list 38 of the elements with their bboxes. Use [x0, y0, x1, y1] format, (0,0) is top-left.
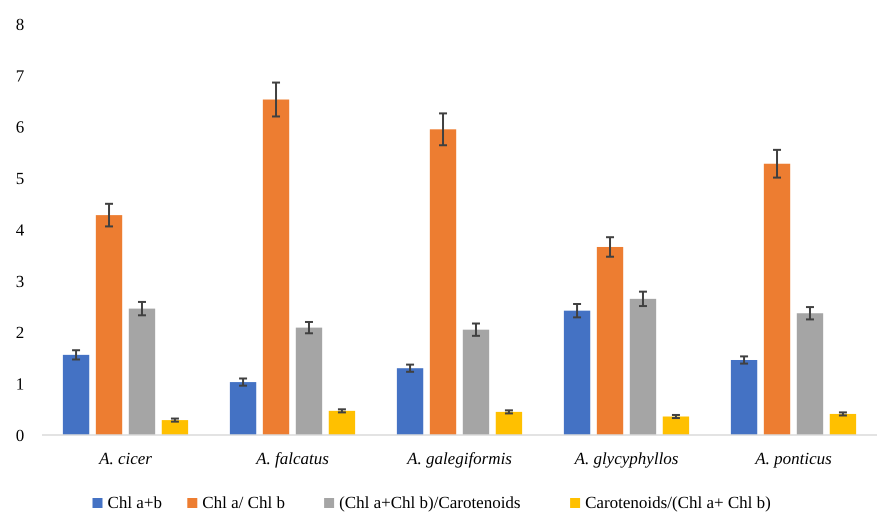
y-tick-label: 6	[16, 118, 24, 137]
bar	[430, 129, 456, 435]
legend-label: Carotenoids/(Chl a+ Chl b)	[585, 493, 771, 512]
bar	[230, 382, 256, 435]
y-tick-label: 1	[16, 374, 24, 394]
legend-label: Chl a+b	[108, 493, 162, 512]
bar	[730, 360, 758, 435]
y-tick-label: 8	[16, 14, 24, 34]
bar	[496, 412, 522, 435]
x-tick-label: A. ponticus	[754, 449, 832, 468]
bar	[796, 313, 824, 435]
bar	[630, 298, 656, 435]
y-tick-label: 3	[16, 272, 24, 291]
bar	[564, 310, 590, 435]
x-tick-label: A. glycyphyllos	[574, 449, 679, 468]
bar	[396, 368, 424, 435]
y-tick-label: 2	[16, 323, 24, 342]
bar	[328, 410, 356, 435]
y-tick-label: 4	[16, 220, 25, 240]
bar	[96, 215, 122, 435]
bar	[296, 328, 322, 435]
bar	[830, 414, 856, 435]
y-tick-label: 0	[16, 426, 24, 445]
bar	[662, 416, 690, 435]
bar	[162, 420, 188, 435]
legend-label: (Chl a+Chl b)/Carotenoids	[339, 493, 521, 512]
bar	[128, 308, 156, 435]
y-tick-label: 7	[16, 66, 25, 86]
y-tick-label: 5	[16, 169, 24, 188]
x-tick-label: A. cicer	[98, 449, 152, 468]
bar	[764, 164, 790, 435]
bar	[596, 246, 624, 435]
x-tick-label: A. falcatus	[255, 449, 330, 468]
bar	[62, 354, 90, 435]
legend-label: Chl a/ Chl b	[202, 493, 285, 512]
bar	[262, 100, 290, 435]
x-tick-label: A. galegiformis	[406, 449, 512, 468]
bar	[462, 330, 490, 435]
